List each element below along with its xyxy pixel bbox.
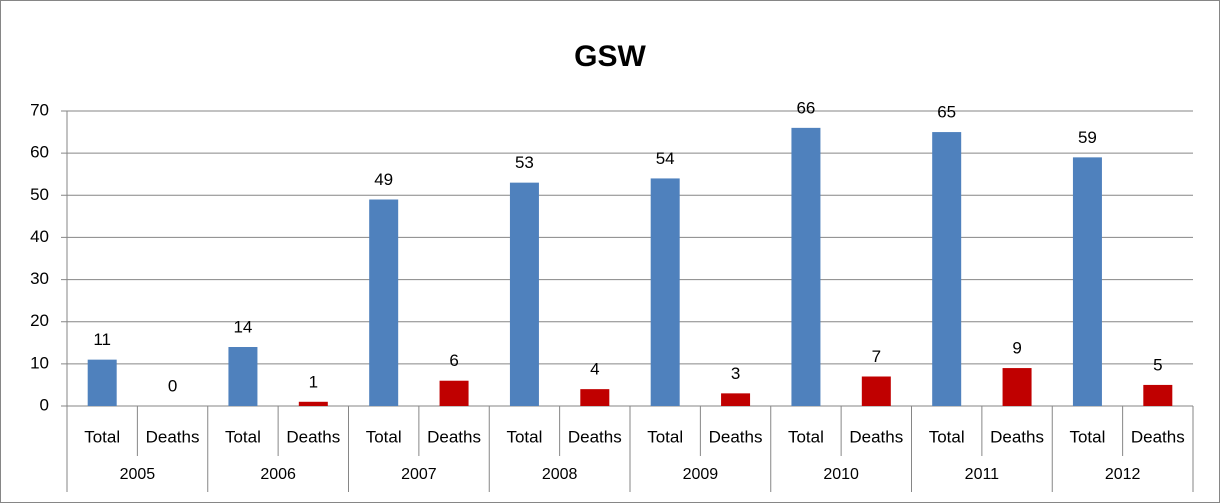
bar <box>791 127 821 406</box>
x-tick-label: Total <box>1069 427 1105 446</box>
x-tick-label: Deaths <box>1131 427 1185 446</box>
y-tick-label: 60 <box>30 143 49 162</box>
bar <box>1143 384 1173 406</box>
data-label: 59 <box>1078 128 1097 147</box>
x-tick-label: Deaths <box>427 427 481 446</box>
group-label: 2008 <box>542 466 578 483</box>
data-label: 54 <box>656 149 675 168</box>
data-label: 53 <box>515 153 534 172</box>
data-label: 0 <box>168 376 177 395</box>
x-tick-label: Deaths <box>849 427 903 446</box>
y-tick-label: 0 <box>40 395 49 414</box>
data-label: 65 <box>937 103 956 122</box>
bar <box>861 376 891 406</box>
group-label: 2009 <box>683 466 719 483</box>
group-label: 2012 <box>1105 466 1141 483</box>
data-label: 11 <box>93 330 111 349</box>
y-tick-label: 20 <box>30 311 49 330</box>
bar <box>650 178 680 406</box>
bar <box>439 380 469 406</box>
data-label: 9 <box>1012 339 1021 358</box>
group-label: 2011 <box>965 466 1000 483</box>
data-label: 1 <box>309 372 318 391</box>
data-label: 5 <box>1153 355 1162 374</box>
bar <box>87 359 117 406</box>
group-label: 2007 <box>401 466 437 483</box>
bar <box>369 199 399 406</box>
y-tick-label: 50 <box>30 185 49 204</box>
x-tick-label: Total <box>647 427 683 446</box>
data-label: 14 <box>233 317 252 336</box>
data-label: 4 <box>590 360 599 379</box>
y-tick-label: 40 <box>30 227 49 246</box>
data-label: 49 <box>374 170 393 189</box>
bar <box>932 132 962 407</box>
x-tick-label: Deaths <box>146 427 200 446</box>
y-tick-label: 30 <box>30 269 49 288</box>
x-tick-label: Total <box>84 427 120 446</box>
x-tick-label: Total <box>366 427 402 446</box>
bar <box>1002 368 1032 406</box>
y-tick-label: 70 <box>30 100 49 119</box>
group-label: 2005 <box>120 466 156 483</box>
x-tick-label: Deaths <box>709 427 763 446</box>
bar <box>298 401 328 406</box>
group-label: 2010 <box>823 466 859 483</box>
x-tick-label: Total <box>929 427 965 446</box>
group-label: 2006 <box>260 466 296 483</box>
x-tick-label: Deaths <box>990 427 1044 446</box>
data-label: 7 <box>872 347 881 366</box>
bar <box>509 182 539 406</box>
x-tick-label: Deaths <box>568 427 622 446</box>
data-label: 3 <box>731 364 740 383</box>
x-tick-label: Total <box>788 427 824 446</box>
bar <box>228 347 258 406</box>
data-label: 66 <box>796 98 815 117</box>
data-label: 6 <box>449 351 458 370</box>
bar <box>721 393 751 406</box>
x-tick-label: Total <box>225 427 261 446</box>
chart-title: GSW <box>574 40 646 73</box>
y-tick-label: 10 <box>30 353 49 372</box>
x-tick-label: Deaths <box>286 427 340 446</box>
bar <box>580 389 610 406</box>
x-tick-label: Total <box>506 427 542 446</box>
bar <box>1072 157 1102 406</box>
